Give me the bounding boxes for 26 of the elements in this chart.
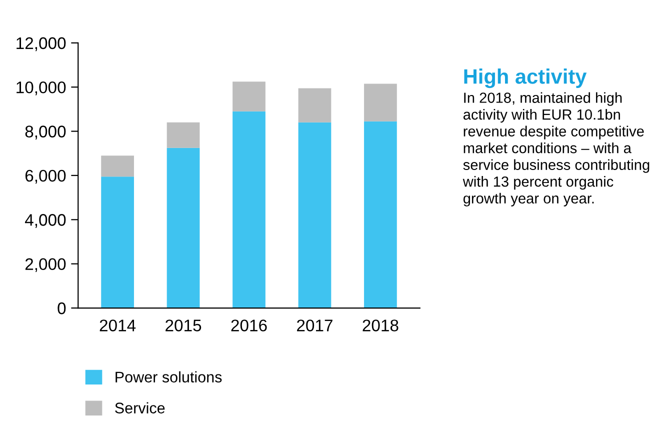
- y-tick-label: 6,000: [25, 170, 66, 184]
- x-tick-label: 2018: [362, 320, 398, 332]
- bar: [166, 122, 200, 148]
- bar: [166, 148, 200, 308]
- x-tick-label: 2017: [297, 320, 332, 332]
- x-tick-label: 2014: [100, 320, 136, 332]
- bar: [298, 88, 332, 122]
- bar: [232, 111, 266, 308]
- text: High activity: [464, 68, 587, 88]
- bar: [232, 82, 266, 112]
- legend-label: Power solutions: [116, 371, 222, 382]
- legend-label: Service: [115, 402, 165, 414]
- bar: [364, 84, 397, 122]
- bar: [364, 121, 397, 308]
- y-tick-label: 12,000: [16, 37, 66, 52]
- bar: [101, 176, 134, 308]
- y-tick-label: 4,000: [24, 214, 66, 228]
- text: In 2018, maintained high activity with EUR 10.1bn revenue despite competitive market conditions – with a service business contributing with 13 percent organic growth year on year.: [462, 92, 650, 206]
- bar: [101, 156, 134, 177]
- y-tick-label: 8,000: [25, 126, 66, 140]
- x-tick-label: 2015: [166, 320, 202, 332]
- bar: [298, 122, 332, 308]
- y-tick-label: 10,000: [16, 81, 66, 96]
- y-tick-label: 0: [58, 302, 66, 314]
- x-tick-label: 2016: [231, 320, 267, 332]
- y-tick-label: 2,000: [25, 258, 66, 272]
